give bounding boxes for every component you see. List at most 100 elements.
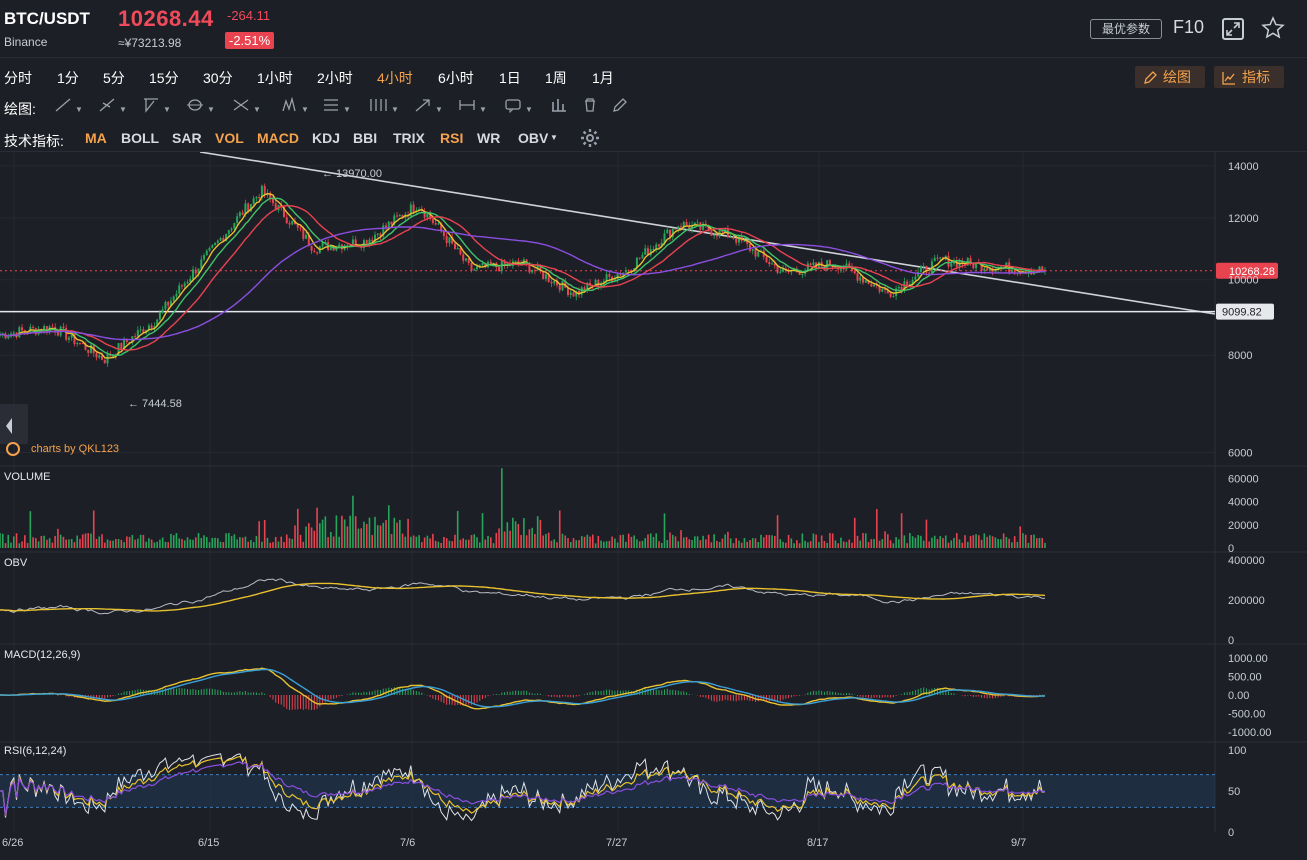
- price-tick-label: 10000: [1228, 275, 1259, 287]
- candle-body: [666, 229, 669, 234]
- ray-tool-icon[interactable]: ▼: [98, 97, 127, 115]
- optimal-params-button[interactable]: 最优参数: [1090, 19, 1162, 39]
- volume-bar: [944, 535, 947, 548]
- timeframe-8[interactable]: 6小时: [438, 70, 474, 86]
- candle-body: [429, 213, 432, 220]
- collapse-handle-bg: [0, 404, 28, 444]
- volume-bar: [338, 536, 340, 548]
- fib-tool-icon[interactable]: ▼: [322, 97, 351, 115]
- volume-bar: [738, 540, 740, 548]
- candle-body: [398, 215, 401, 217]
- volume-bar: [478, 542, 481, 548]
- candle-body: [464, 258, 467, 261]
- candle-body: [906, 281, 909, 286]
- f10-button[interactable]: F10: [1173, 17, 1205, 37]
- grid-tool-icon[interactable]: ▼: [368, 97, 399, 115]
- candle-body: [200, 259, 203, 269]
- volume-bar: [779, 539, 782, 548]
- volume-bar: [978, 535, 980, 548]
- timeframe-3[interactable]: 15分: [149, 70, 179, 86]
- volume-bar: [59, 534, 62, 548]
- range-tool-icon[interactable]: ▼: [458, 97, 487, 115]
- fullscreen-icon[interactable]: [1222, 18, 1244, 40]
- timeframe-0[interactable]: 分时: [4, 70, 32, 86]
- volume-bar: [327, 537, 329, 548]
- volume-bar: [898, 539, 900, 548]
- indicator-sar[interactable]: SAR: [172, 130, 202, 146]
- volume-bar: [167, 542, 169, 548]
- volume-bar: [757, 542, 760, 548]
- volume-bar: [376, 525, 379, 548]
- candle-body: [89, 345, 92, 353]
- rsi-tick-label: 100: [1228, 745, 1246, 757]
- candle-body: [580, 287, 583, 295]
- indicator-trix[interactable]: TRIX: [393, 130, 425, 146]
- volume-bar: [773, 535, 776, 548]
- line-tool-icon[interactable]: ▼: [54, 97, 83, 115]
- indicator-boll[interactable]: BOLL: [121, 130, 160, 146]
- volume-bar: [159, 539, 161, 548]
- timeframe-10[interactable]: 1周: [545, 70, 567, 86]
- chart-canvas[interactable]: ← 13970.00 ← 7444.58 10268.28 9099.82 charts…: [0, 152, 1307, 860]
- candle-body: [594, 279, 597, 287]
- volume-bar: [771, 535, 773, 548]
- candle-body: [84, 343, 87, 350]
- volume-bar: [647, 534, 649, 548]
- timeframe-1[interactable]: 1分: [57, 70, 79, 86]
- volume-bar: [953, 537, 955, 548]
- rsi-tick-label: 50: [1228, 786, 1240, 798]
- indicator-vol[interactable]: VOL: [215, 130, 244, 146]
- candle-body: [900, 286, 903, 291]
- volume-bar: [732, 543, 735, 548]
- draw-tools-button[interactable]: 绘图: [1135, 66, 1205, 88]
- timeframe-7[interactable]: 4小时: [377, 70, 413, 86]
- volume-bar: [112, 540, 114, 548]
- text-note-tool-icon[interactable]: ▼: [504, 97, 533, 115]
- volume-bar: [1027, 542, 1030, 548]
- volume-bar: [674, 536, 677, 548]
- candle-body: [555, 280, 558, 286]
- indicator-ma[interactable]: MA: [85, 130, 107, 146]
- candle-body: [87, 349, 90, 353]
- volume-bar: [330, 531, 332, 548]
- indicator-obv[interactable]: OBV: [518, 130, 549, 146]
- change-percent-badge: -2.51%: [225, 32, 275, 49]
- obv-dropdown-caret-icon[interactable]: ▼: [550, 133, 558, 142]
- candle-body: [230, 228, 233, 231]
- timeframe-11[interactable]: 1月: [592, 70, 614, 86]
- arrow-tool-icon[interactable]: ▼: [414, 97, 443, 115]
- pattern-tool-icon[interactable]: ▼: [280, 96, 309, 115]
- indicator-wr[interactable]: WR: [477, 130, 501, 146]
- circle-tool-icon[interactable]: ▼: [186, 97, 215, 115]
- magnet-tool-icon[interactable]: [550, 97, 568, 115]
- candle-body: [1013, 269, 1016, 274]
- candle-body: [192, 269, 195, 279]
- indicators-button[interactable]: 指标: [1214, 66, 1284, 88]
- timeframe-5[interactable]: 1小时: [257, 70, 293, 86]
- volume-bar: [749, 540, 751, 548]
- candle-body: [886, 289, 889, 294]
- fork-tool-icon[interactable]: ▼: [232, 97, 261, 115]
- candle-body: [142, 329, 145, 334]
- volume-bar: [349, 515, 351, 548]
- timeframe-2[interactable]: 5分: [103, 70, 125, 86]
- indicator-rsi[interactable]: RSI: [440, 130, 464, 146]
- gear-icon[interactable]: [580, 128, 600, 151]
- exchange-name: Binance: [4, 35, 48, 49]
- candle-body: [412, 204, 415, 213]
- favorite-star-icon[interactable]: [1261, 16, 1285, 43]
- indicator-bbi[interactable]: BBI: [353, 130, 378, 146]
- indicator-kdj[interactable]: KDJ: [312, 130, 341, 146]
- volume-bar: [856, 535, 859, 548]
- pen-lock-icon[interactable]: [611, 97, 629, 115]
- trash-icon[interactable]: [581, 97, 599, 115]
- candle-body: [862, 277, 865, 283]
- timeframe-9[interactable]: 1日: [499, 70, 521, 86]
- timeframe-4[interactable]: 30分: [203, 70, 233, 86]
- indicator-macd[interactable]: MACD: [257, 130, 299, 146]
- volume-bar: [217, 538, 219, 548]
- qkl-logo-icon: [6, 442, 20, 456]
- timeframe-6[interactable]: 2小时: [317, 70, 353, 86]
- channel-tool-icon[interactable]: ▼: [142, 97, 171, 115]
- volume-bar: [950, 540, 953, 548]
